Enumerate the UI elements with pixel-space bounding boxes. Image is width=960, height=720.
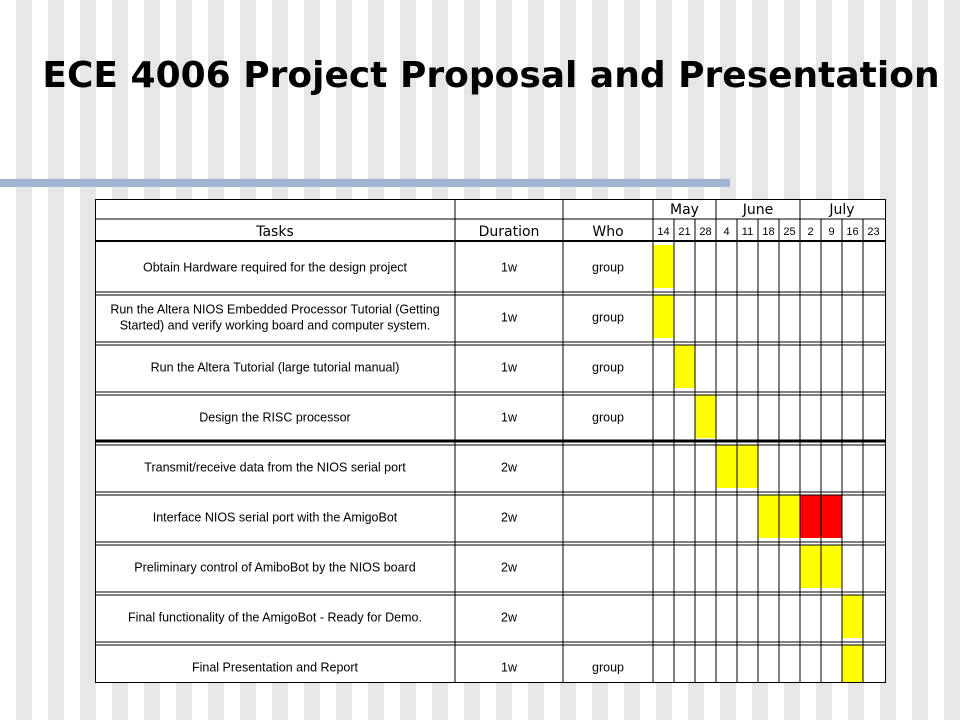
week-label: 16 <box>846 226 858 238</box>
week-label: 2 <box>807 226 813 238</box>
task-duration: 2w <box>501 610 518 624</box>
task-name: Transmit/receive data from the NIOS seri… <box>144 460 406 474</box>
task-duration: 2w <box>501 460 518 474</box>
task-owner: group <box>592 410 624 424</box>
task-duration: 1w <box>501 360 518 374</box>
gantt-bar <box>716 445 737 488</box>
task-name: Run the Altera NIOS Embedded Processor T… <box>110 302 439 316</box>
week-label: 14 <box>657 226 669 238</box>
task-name: Preliminary control of AmiboBot by the N… <box>134 560 415 574</box>
task-name: Interface NIOS serial port with the Amig… <box>153 510 398 524</box>
month-label: July <box>828 202 854 218</box>
gantt-bar <box>695 395 716 438</box>
gantt-bar <box>800 545 821 588</box>
gantt-bar <box>842 645 863 683</box>
task-owner: group <box>592 310 624 324</box>
gantt-table: May June July Tasks Duration Who 14 21 28 4 11 18 25… <box>95 199 886 683</box>
week-label: 28 <box>699 226 711 238</box>
task-name: Final functionality of the AmigoBot - Re… <box>128 610 422 624</box>
gantt-bar-critical <box>800 495 821 538</box>
month-label: June <box>742 202 774 218</box>
task-name: Obtain Hardware required for the design … <box>143 260 408 274</box>
task-name: Final Presentation and Report <box>192 660 359 674</box>
gantt-bar <box>842 595 863 638</box>
gantt-bar <box>779 495 800 538</box>
task-name: Run the Altera Tutorial (large tutorial … <box>151 360 400 374</box>
task-owner: group <box>592 360 624 374</box>
gantt-bar <box>653 295 674 338</box>
slide-title: ECE 4006 Project Proposal and Presentati… <box>42 55 940 96</box>
task-owner: group <box>592 260 624 274</box>
week-label: 4 <box>723 226 729 238</box>
header-duration: Duration <box>479 224 540 240</box>
week-label: 23 <box>867 226 879 238</box>
week-label: 18 <box>762 226 774 238</box>
gantt-bar-critical <box>821 495 842 538</box>
task-duration: 1w <box>501 410 518 424</box>
task-duration: 1w <box>501 660 518 674</box>
task-name: Started) and verify working board and co… <box>120 318 431 332</box>
task-duration: 2w <box>501 510 518 524</box>
gantt-bar <box>653 245 674 288</box>
gantt-bar <box>737 445 758 488</box>
header-who: Who <box>592 224 623 240</box>
gantt-bar <box>674 345 695 388</box>
week-label: 25 <box>783 226 795 238</box>
month-label: May <box>670 202 699 218</box>
gantt-grid: May June July Tasks Duration Who 14 21 28 4 11 18 25… <box>95 199 886 683</box>
task-duration: 2w <box>501 560 518 574</box>
task-duration: 1w <box>501 260 518 274</box>
task-owner: group <box>592 660 624 674</box>
gantt-bar <box>758 495 779 538</box>
week-label: 21 <box>678 226 690 238</box>
task-name: Design the RISC processor <box>199 410 350 424</box>
week-label: 9 <box>828 226 834 238</box>
gantt-bar <box>821 545 842 588</box>
task-duration: 1w <box>501 310 518 324</box>
header-tasks: Tasks <box>255 224 294 240</box>
title-underline-rule <box>0 179 730 187</box>
week-label: 11 <box>742 226 753 238</box>
